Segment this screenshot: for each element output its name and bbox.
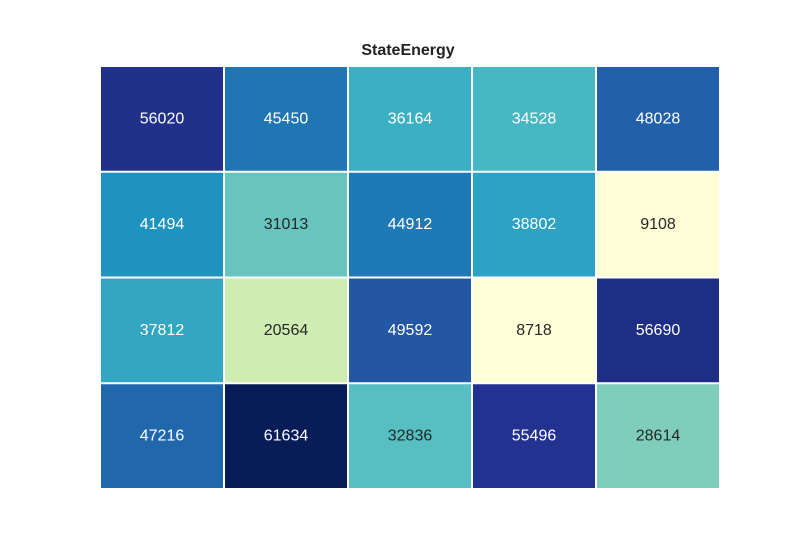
heatmap-cell-label: 34528 xyxy=(512,110,557,127)
heatmap-cell xyxy=(597,172,719,277)
heatmap-cell xyxy=(473,172,595,277)
heatmap-labels: 56020 45450 36164 34528 48028 41494 31013 44912… xyxy=(140,110,681,444)
heatmap-cell xyxy=(473,278,595,383)
heatmap-cell xyxy=(101,67,223,171)
heatmap-cell xyxy=(225,67,347,171)
chart-title: StateEnergy xyxy=(361,42,455,59)
heatmap-cell xyxy=(349,172,471,277)
heatmap-cell-label: 61634 xyxy=(264,428,309,445)
heatmap-cell-label: 20564 xyxy=(264,322,309,339)
heatmap-cell-label: 44912 xyxy=(388,216,433,233)
heatmap-cell xyxy=(473,384,595,488)
heatmap-cell xyxy=(225,278,347,383)
heatmap-cell-label: 38802 xyxy=(512,216,557,233)
heatmap-cell-label: 8718 xyxy=(516,322,552,339)
heatmap-cell-label: 9108 xyxy=(640,216,676,233)
heatmap-cell xyxy=(597,384,719,488)
heatmap-cell xyxy=(225,172,347,277)
heatmap-cell xyxy=(349,278,471,383)
heatmap-cell-label: 31013 xyxy=(264,216,309,233)
heatmap-cell-label: 32836 xyxy=(388,428,433,445)
heatmap-cell xyxy=(597,278,719,383)
heatmap-cell xyxy=(597,67,719,171)
heatmap-cell-label: 56690 xyxy=(636,322,681,339)
heatmap-cell-label: 36164 xyxy=(388,110,433,127)
heatmap-cell-label: 47216 xyxy=(140,428,185,445)
heatmap-cells xyxy=(101,67,719,488)
heatmap-cell-label: 37812 xyxy=(140,322,185,339)
heatmap-cell xyxy=(101,278,223,383)
heatmap-cell-label: 56020 xyxy=(140,110,185,127)
heatmap-cell-label: 45450 xyxy=(264,110,309,127)
heatmap-cell-label: 28614 xyxy=(636,428,681,445)
heatmap-cell-label: 41494 xyxy=(140,216,185,233)
heatmap-cell xyxy=(349,384,471,488)
heatmap-cell xyxy=(225,384,347,488)
heatmap-cell-label: 55496 xyxy=(512,428,557,445)
heatmap-cell-label: 49592 xyxy=(388,322,433,339)
heatmap-cell xyxy=(349,67,471,171)
heatmap-cell-label: 48028 xyxy=(636,110,681,127)
heatmap-cell xyxy=(101,384,223,488)
heatmap-cell xyxy=(473,67,595,171)
heatmap-cell xyxy=(101,172,223,277)
